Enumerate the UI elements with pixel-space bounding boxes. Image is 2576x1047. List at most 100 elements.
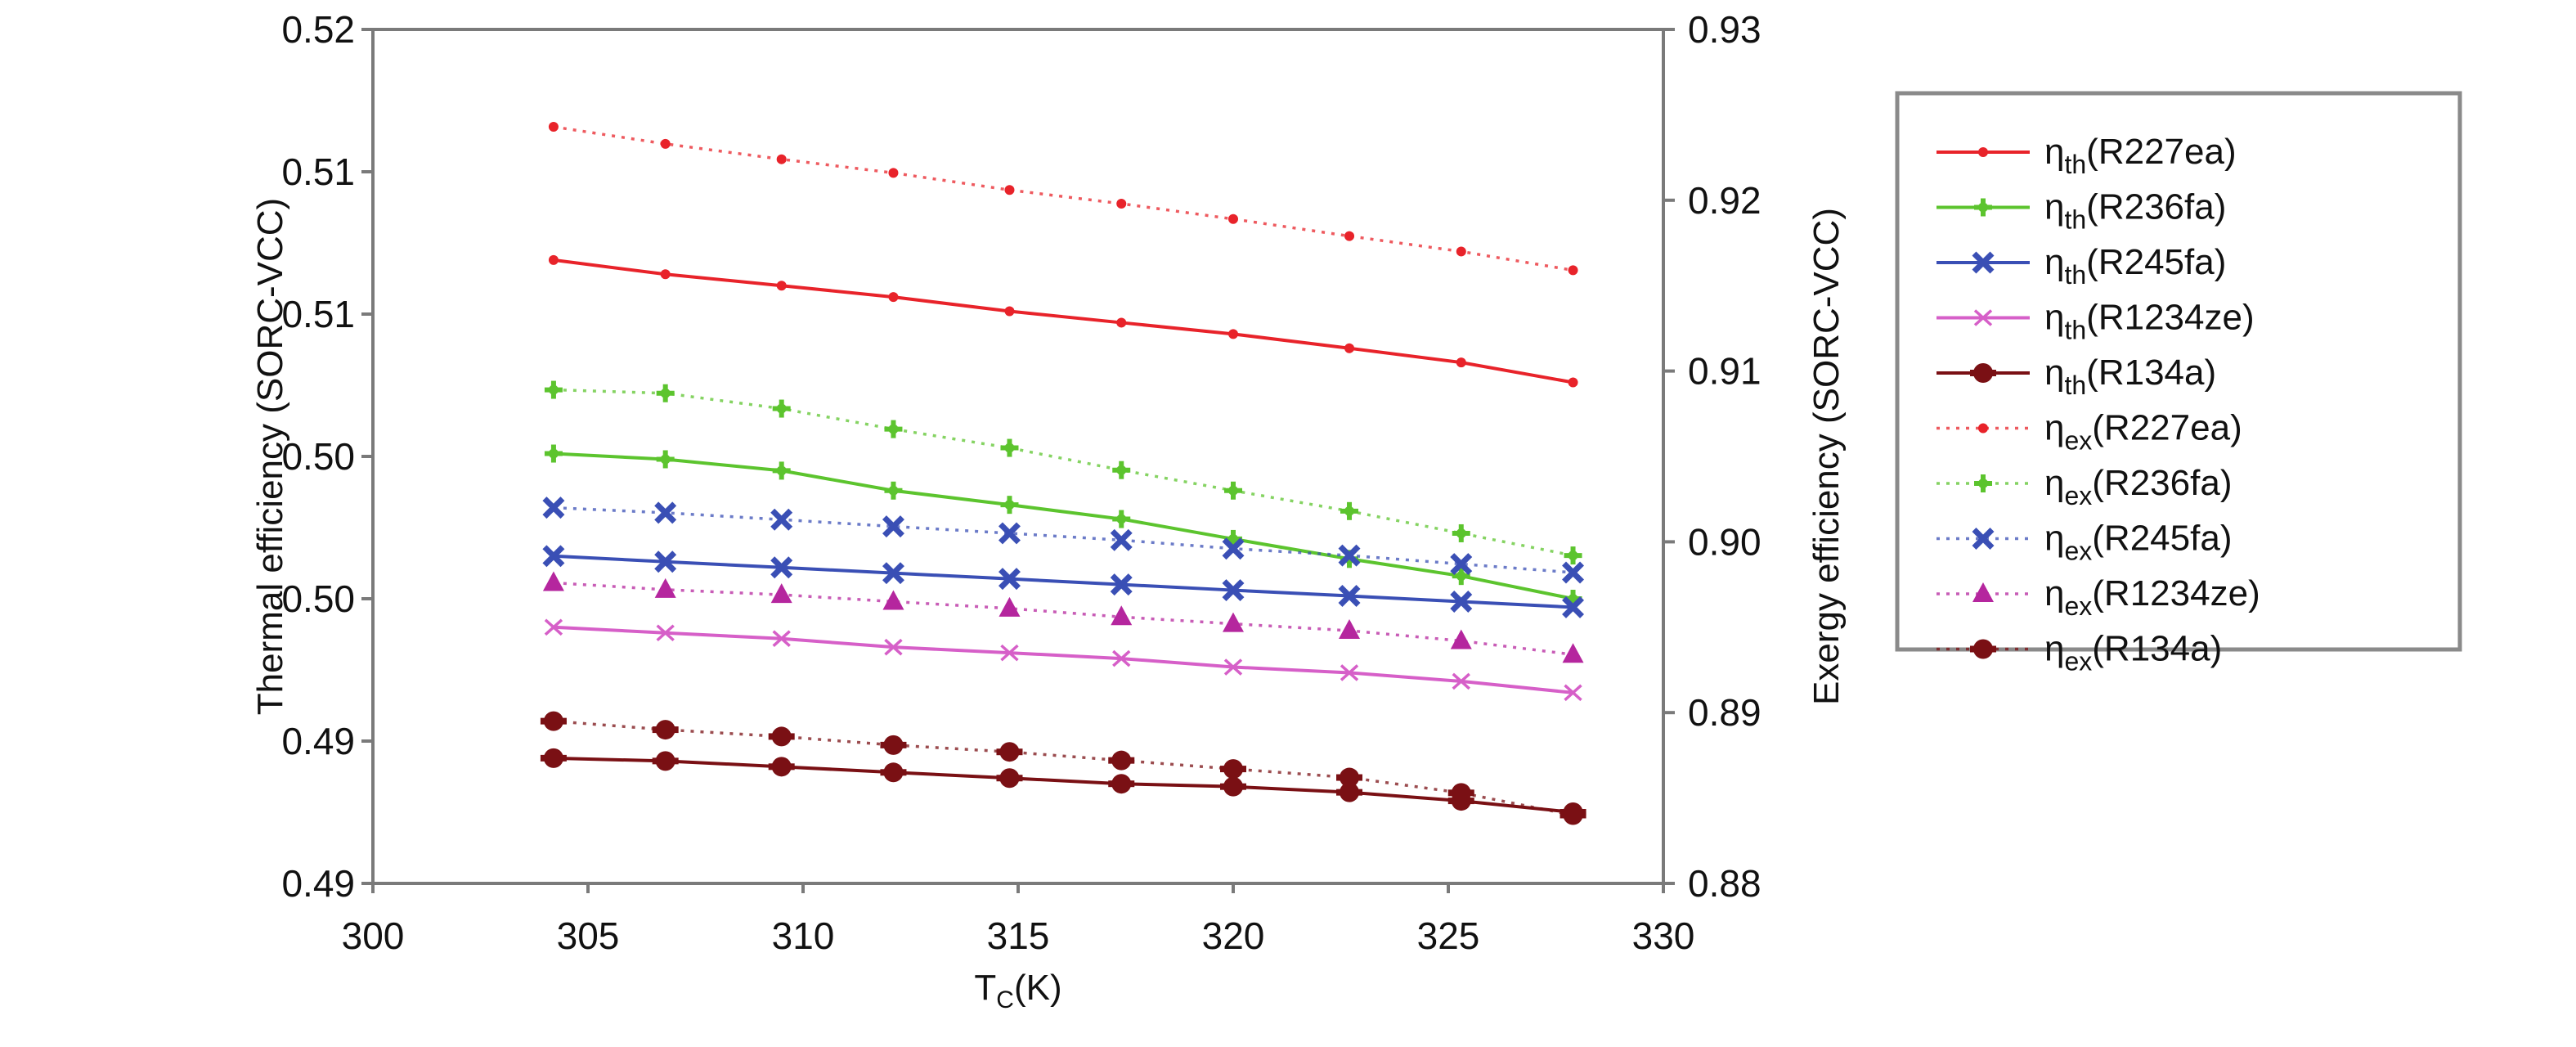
y-right-tick-label: 0.89 (1688, 691, 1761, 734)
y-left-tick-label: 0.51 (281, 293, 355, 335)
data-point (888, 292, 899, 303)
data-point (1000, 644, 1019, 662)
data-point (1228, 329, 1238, 339)
data-point (542, 545, 565, 568)
data-point (1112, 510, 1131, 528)
series-line (553, 506, 1573, 574)
legend-marker (1974, 474, 1992, 492)
data-point (1112, 461, 1131, 479)
legend-label: ηex(R245fa) (2044, 519, 2232, 566)
legend-marker (1970, 363, 1996, 383)
legend-marker (1974, 198, 1992, 217)
data-point (1560, 805, 1586, 825)
data-point (882, 515, 904, 538)
data-point (1112, 649, 1131, 667)
data-point (1447, 783, 1474, 803)
data-point (660, 138, 671, 149)
data-point (544, 618, 563, 636)
data-point (770, 583, 792, 604)
legend-item: ηth(R227ea) (1936, 132, 2237, 179)
y-left-tick-label: 0.50 (281, 435, 355, 478)
data-point (880, 762, 907, 783)
legend-item: ηth(R245fa) (1936, 242, 2226, 290)
data-point (880, 735, 907, 755)
legend-marker (1978, 147, 1988, 157)
data-point (1220, 776, 1246, 797)
data-point (652, 720, 679, 740)
data-point (1450, 629, 1472, 649)
legend-item: ηex(R134a) (1936, 629, 2222, 676)
data-point (1000, 496, 1019, 515)
legend-item: ηex(R236fa) (1936, 463, 2232, 510)
legend-marker (1972, 528, 1995, 550)
legend-marker (1978, 423, 1988, 434)
data-point (1108, 750, 1135, 771)
series-line (553, 388, 1573, 557)
legend-marker (1973, 309, 1993, 326)
legend-item: ηth(R236fa) (1936, 187, 2226, 235)
series-ex-r245fa (542, 497, 1585, 584)
data-point (1562, 561, 1585, 584)
data-point (768, 726, 795, 747)
data-point (1338, 585, 1361, 607)
series-th-r134a (540, 748, 1586, 822)
data-point (548, 254, 559, 265)
series-line (553, 452, 1573, 600)
data-point (1339, 618, 1361, 639)
data-point (1456, 357, 1466, 368)
data-point (1110, 573, 1133, 596)
x-tick-label: 330 (1632, 914, 1695, 957)
legend-marker (1972, 582, 1994, 602)
data-point (540, 748, 567, 768)
y-right-tick-label: 0.91 (1688, 350, 1761, 393)
data-point (544, 444, 563, 463)
x-tick-label: 325 (1417, 914, 1480, 957)
series-group (540, 122, 1586, 825)
x-tick-label: 305 (557, 914, 620, 957)
legend-label: ηth(R1234ze) (2044, 298, 2255, 345)
legend-label: ηex(R1234ze) (2044, 573, 2260, 621)
data-point (770, 556, 793, 579)
legend-label: ηth(R245fa) (2044, 242, 2226, 290)
y-right-tick-label: 0.93 (1688, 8, 1761, 51)
data-point (1220, 759, 1246, 780)
data-point (770, 508, 793, 531)
series-th-r236fa (544, 444, 1582, 608)
x-axis-label: TC(K) (974, 968, 1061, 1013)
data-point (1336, 767, 1363, 788)
y-right-tick-label: 0.92 (1688, 179, 1761, 222)
y-left-tick-label: 0.50 (281, 577, 355, 620)
data-point (1338, 544, 1361, 567)
data-point (884, 420, 903, 438)
axes: 300 305 310 315 320 325 330 0.49 0.49 0.50 0.50 0.5… (281, 8, 1761, 957)
series-th-r227ea (548, 254, 1578, 388)
data-point (882, 590, 904, 610)
data-point (1222, 537, 1245, 560)
y-left-tick-label: 0.51 (281, 151, 355, 193)
x-tick-label: 320 (1202, 914, 1265, 957)
data-point (996, 768, 1023, 789)
data-point (1568, 265, 1578, 276)
data-point (772, 399, 791, 418)
data-point (548, 122, 559, 133)
data-point (656, 384, 675, 402)
data-point (1568, 377, 1578, 388)
data-point (1450, 591, 1473, 613)
series-line (553, 719, 1573, 817)
y-left-tick-label: 0.49 (281, 720, 355, 762)
data-point (656, 450, 675, 469)
x-tick-label: 300 (342, 914, 405, 957)
data-point (888, 168, 899, 178)
legend-marker (1970, 639, 1996, 659)
series-th-r1234ze (544, 618, 1582, 702)
legend-item: ηex(R227ea) (1936, 408, 2242, 456)
y-left-axis-label: Thermal efficiency (SORC-VCC) (250, 198, 290, 715)
legend-label: ηex(R227ea) (2044, 408, 2242, 456)
legend-item: ηth(R134a) (1936, 353, 2216, 400)
y-right-tick-label: 0.90 (1688, 520, 1761, 563)
data-point (1111, 605, 1133, 626)
y-left-tick-label: 0.49 (281, 862, 355, 905)
data-point (660, 269, 671, 280)
legend-marker (1972, 251, 1995, 274)
data-point (768, 757, 795, 777)
